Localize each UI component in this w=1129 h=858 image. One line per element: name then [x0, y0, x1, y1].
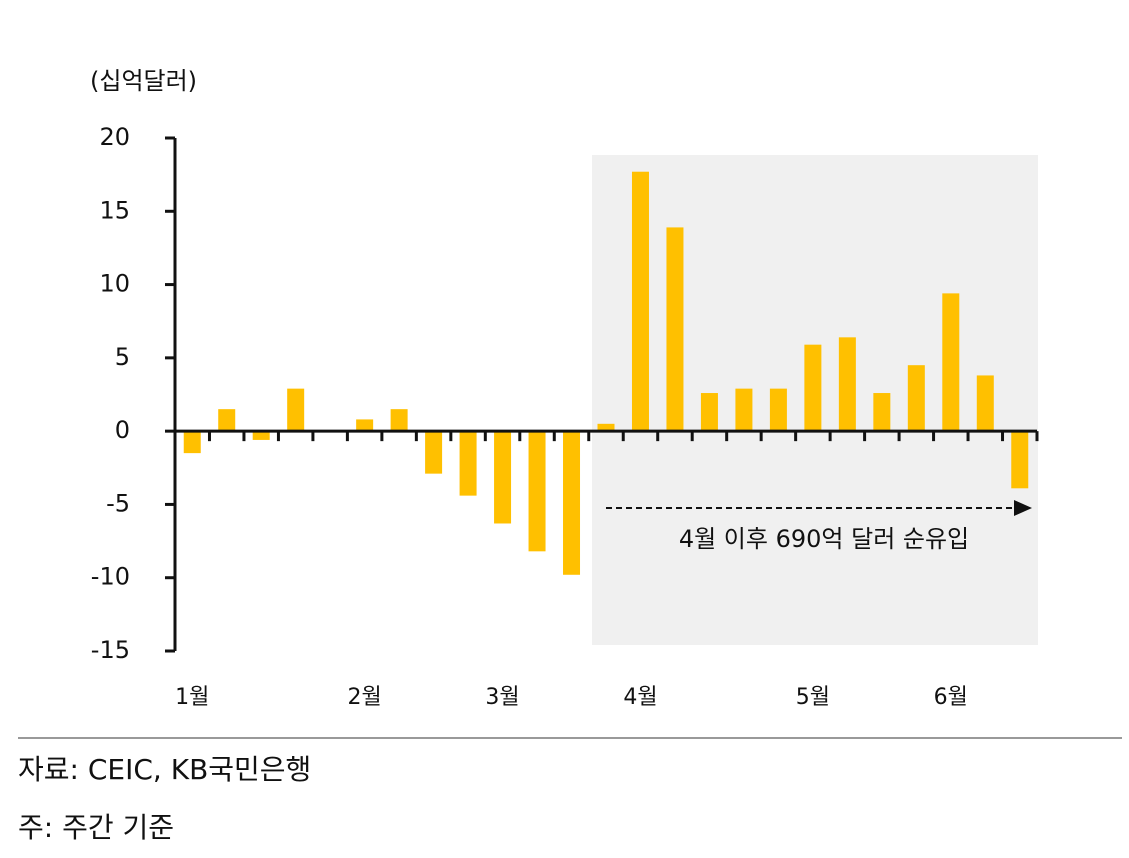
bar	[873, 393, 891, 432]
bar	[942, 293, 960, 432]
bar	[459, 431, 477, 496]
source: 자료: CEIC, KB국민은행	[18, 753, 311, 786]
y-tick-label: 0	[115, 416, 130, 444]
bar	[769, 388, 787, 432]
bar	[356, 419, 374, 432]
unit-label: (십억달러)	[90, 67, 197, 95]
x-tick-label: 1월	[175, 685, 209, 710]
bar	[597, 423, 615, 432]
bar	[1011, 431, 1029, 489]
bar	[528, 431, 546, 552]
bar	[494, 431, 512, 524]
y-tick-label: -15	[91, 636, 130, 664]
x-tick-label: 4월	[623, 685, 657, 710]
bar	[666, 227, 684, 432]
bar	[287, 388, 305, 432]
bar	[735, 388, 753, 432]
y-tick-label: 15	[99, 196, 130, 224]
x-tick-label: 5월	[796, 685, 830, 710]
bar	[218, 409, 236, 432]
y-tick-label: 10	[99, 270, 130, 298]
bar	[390, 409, 408, 432]
bar	[631, 171, 649, 432]
bar	[183, 431, 201, 454]
bar	[563, 431, 581, 575]
x-tick-label: 3월	[485, 685, 519, 710]
footnote: 주: 주간 기준	[18, 811, 174, 844]
x-tick-label: 2월	[348, 685, 382, 710]
y-tick-label: 20	[99, 123, 130, 151]
bar	[838, 337, 856, 432]
annotation: 4월 이후 690억 달러 순유입	[679, 525, 969, 553]
bar	[804, 344, 822, 432]
bar	[907, 365, 925, 432]
y-tick-label: -10	[91, 563, 130, 591]
bar	[425, 431, 443, 474]
bar	[976, 375, 994, 432]
arrow-head	[1014, 500, 1032, 516]
x-tick-label: 6월	[934, 685, 968, 710]
bar	[700, 393, 718, 432]
y-tick-label: -5	[106, 489, 130, 517]
y-tick-label: 5	[115, 343, 130, 371]
bar	[252, 431, 270, 440]
